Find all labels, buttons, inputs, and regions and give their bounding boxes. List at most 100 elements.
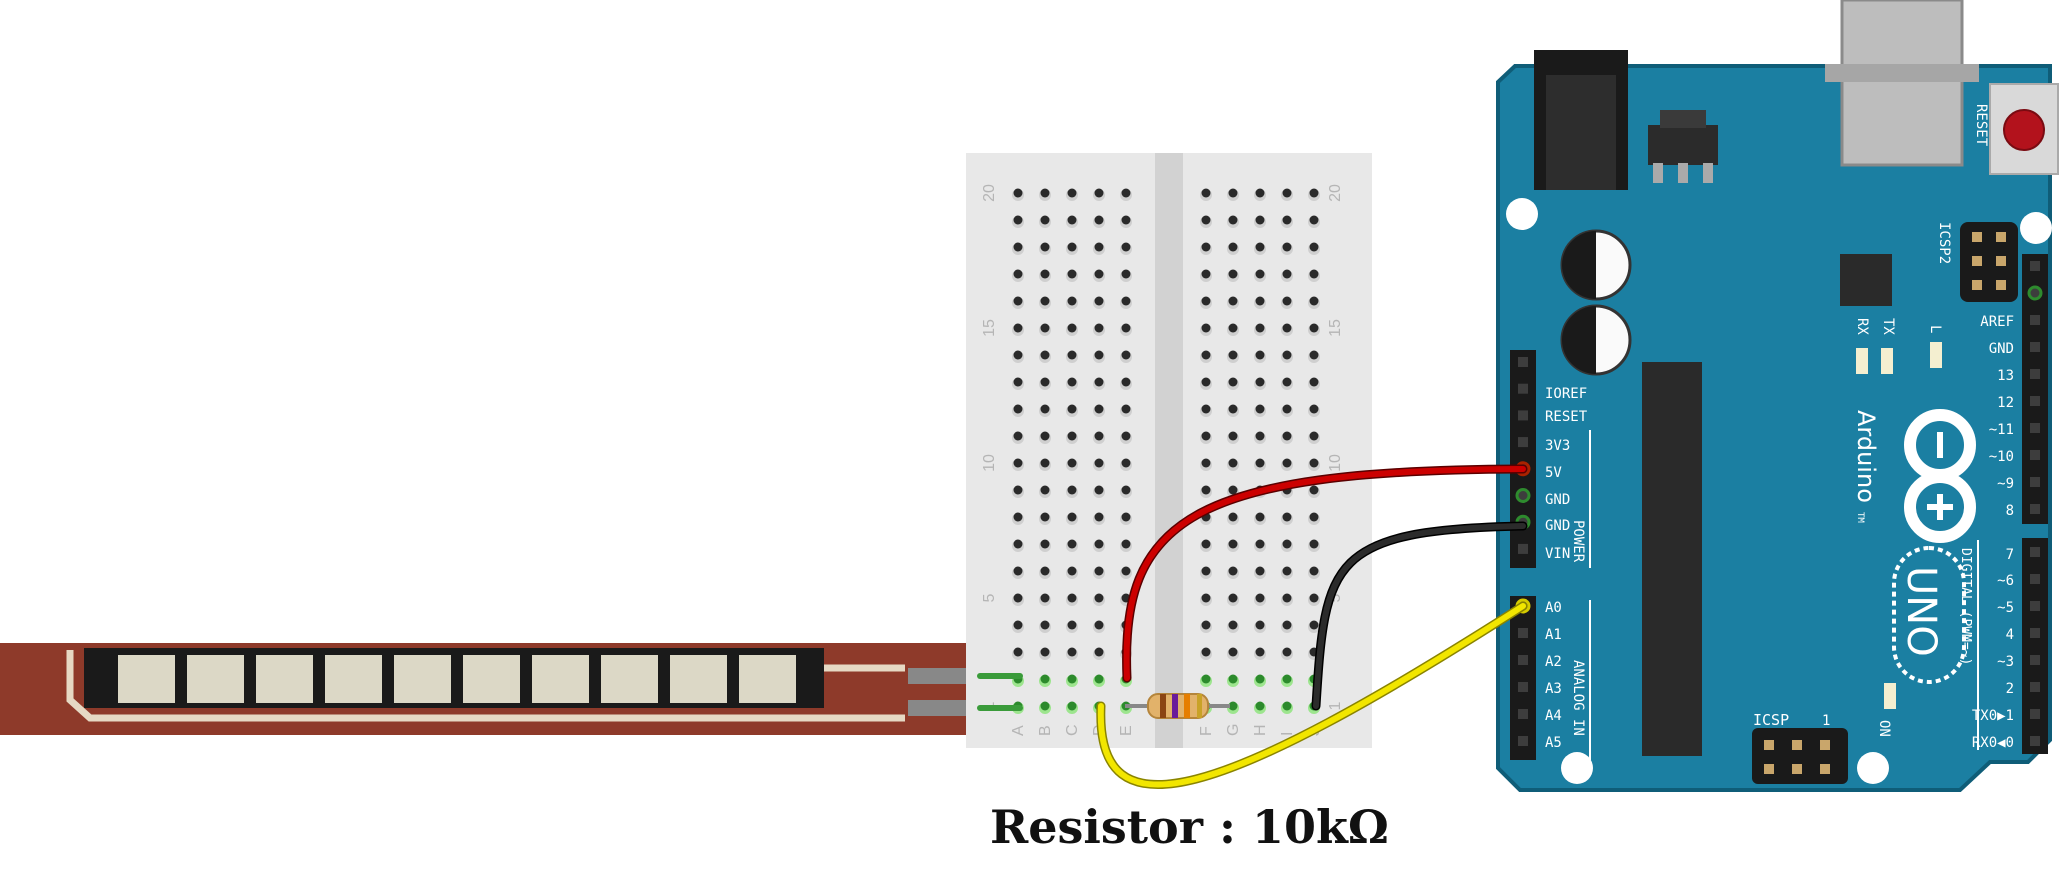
breadboard-hole-center	[1040, 215, 1050, 225]
breadboard-hole-center	[1201, 188, 1211, 198]
arduino-logo	[1904, 409, 1976, 543]
tx-led	[1881, 348, 1893, 374]
breadboard-hole-center	[1282, 188, 1292, 198]
breadboard-hole-center	[1040, 377, 1050, 387]
breadboard-hole-center	[1121, 539, 1131, 549]
icsp-pin	[1820, 740, 1830, 750]
breadboard-hole-center	[1201, 242, 1211, 252]
breadboard-hole-center	[1255, 242, 1265, 252]
breadboard-row-number: 5	[1327, 593, 1344, 602]
header-pin	[1518, 736, 1528, 746]
breadboard-hole-center	[1228, 323, 1238, 333]
breadboard-hole-center	[1255, 323, 1265, 333]
breadboard-hole-center	[1309, 485, 1319, 495]
breadboard-center-channel	[1155, 153, 1183, 748]
breadboard-hole-center	[1094, 620, 1104, 630]
sensor-pad	[256, 655, 313, 703]
uno-badge	[1892, 546, 1966, 684]
sensor-pad	[187, 655, 244, 703]
header-pin	[2030, 628, 2040, 638]
breadboard-hole-center	[1309, 350, 1319, 360]
breadboard-hole-center	[1013, 647, 1023, 657]
breadboard-hole-center	[1013, 215, 1023, 225]
breadboard-hole-center	[1228, 377, 1238, 387]
breadboard-hole-center	[1201, 593, 1211, 603]
breadboard-hole-center	[1040, 674, 1050, 684]
digital-pin-label: ~6	[1997, 573, 2014, 589]
arduino-labels: IOREF RESET 3V3 5V GND GND VIN A0 A1 A2 …	[1545, 104, 2014, 751]
power-pin-label: VIN	[1545, 546, 1570, 562]
breadboard-hole-center	[1094, 647, 1104, 657]
breadboard-hole-center	[1201, 647, 1211, 657]
analog-pin-label: A1	[1545, 627, 1562, 643]
icsp2-label: ICSP2	[1936, 222, 1952, 264]
rx-led	[1856, 348, 1868, 374]
breadboard-hole-center	[1067, 431, 1077, 441]
breadboard-hole-center	[1067, 620, 1077, 630]
digital-pin-label: ~5	[1997, 600, 2014, 616]
breadboard-hole-center	[1201, 485, 1211, 495]
sensor-pad	[601, 655, 658, 703]
breadboard-hole-center	[1201, 674, 1211, 684]
breadboard-hole-center	[1121, 215, 1131, 225]
atmega-chip	[1642, 362, 1702, 756]
breadboard-hole-center	[1282, 269, 1292, 279]
power-pin-label: 3V3	[1545, 438, 1570, 454]
breadboard-hole-center	[1282, 377, 1292, 387]
header-pin	[2030, 261, 2040, 271]
breadboard-hole-center	[1121, 566, 1131, 576]
icsp-pin	[1792, 764, 1802, 774]
breadboard-hole-center	[1013, 377, 1023, 387]
digital-pin-label: TX0▶1	[1972, 708, 2014, 724]
breadboard-hole-center	[1067, 485, 1077, 495]
breadboard-row-number: 5	[981, 593, 998, 602]
digital-pin-label: 2	[2006, 681, 2014, 697]
breadboard-hole-center	[1201, 269, 1211, 279]
breadboard-column-label: C	[1064, 724, 1081, 736]
uno-label: UNO	[1898, 566, 1944, 657]
breadboard-hole-center	[1282, 701, 1292, 711]
header-pin	[2030, 288, 2040, 298]
breadboard-hole-center	[1228, 215, 1238, 225]
analog-pin-label: A2	[1545, 654, 1562, 670]
breadboard-hole-center	[1013, 539, 1023, 549]
header-pin	[2030, 736, 2040, 746]
breadboard-hole-center	[1013, 458, 1023, 468]
breadboard-hole-center	[1309, 566, 1319, 576]
breadboard-hole-center	[1094, 431, 1104, 441]
breadboard-hole-center	[1309, 539, 1319, 549]
trademark-label: TM	[1855, 512, 1865, 523]
breadboard-hole-center	[1282, 566, 1292, 576]
breadboard-hole-center	[1094, 188, 1104, 198]
breadboard-hole-center	[1067, 350, 1077, 360]
breadboard-hole-center	[1201, 458, 1211, 468]
breadboard-hole-center	[1013, 242, 1023, 252]
breadboard-hole-center	[1094, 566, 1104, 576]
breadboard-hole-center	[1067, 701, 1077, 711]
breadboard-hole-center	[1094, 350, 1104, 360]
breadboard-hole-center	[1282, 620, 1292, 630]
header-pin	[2030, 547, 2040, 557]
breadboard-hole-center	[1040, 620, 1050, 630]
breadboard-hole-center	[1228, 188, 1238, 198]
arduino-uno-board	[1496, 0, 2059, 792]
usb-connector	[1840, 0, 1964, 167]
sensor-pad	[532, 655, 589, 703]
breadboard-hole-center	[1040, 701, 1050, 711]
breadboard-hole-center	[1040, 512, 1050, 522]
icsp2-pin	[1972, 280, 1982, 290]
mounting-hole	[1506, 198, 1538, 230]
digital-pin-label: ~10	[1989, 449, 2014, 465]
breadboard-hole-center	[1255, 566, 1265, 576]
breadboard-hole-center	[1013, 188, 1023, 198]
breadboard-hole-center	[1013, 350, 1023, 360]
breadboard-hole-center	[1255, 350, 1265, 360]
voltage-regulator	[1648, 125, 1718, 165]
breadboard-hole-center	[1255, 404, 1265, 414]
power-header	[1510, 350, 1536, 568]
icsp-pin1-label: 1	[1822, 713, 1830, 729]
icsp2-pin	[1972, 256, 1982, 266]
breadboard-hole-center	[1094, 323, 1104, 333]
breadboard-hole-center	[1040, 485, 1050, 495]
